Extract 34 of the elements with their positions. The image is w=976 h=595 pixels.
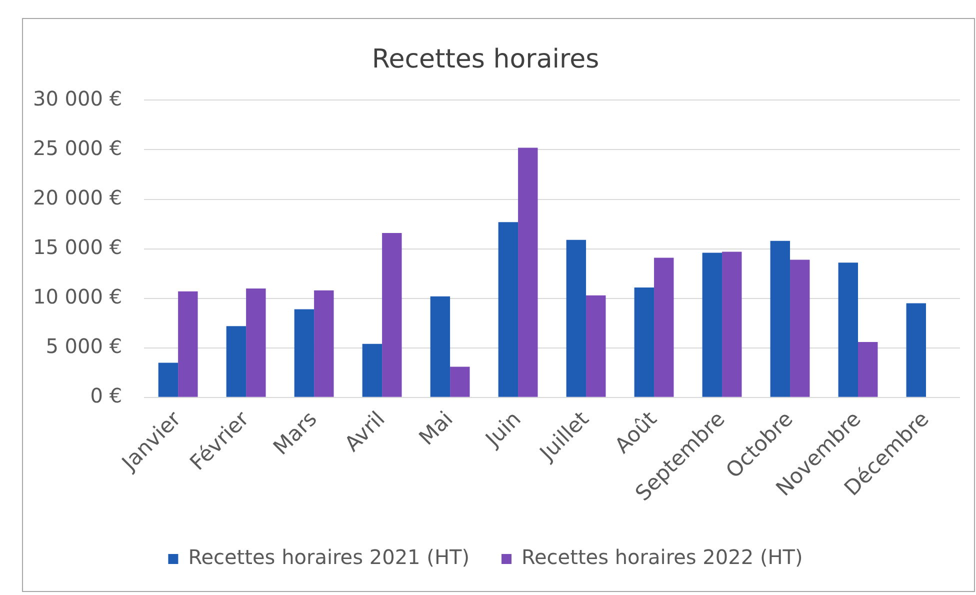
bar	[566, 240, 586, 397]
bar	[430, 296, 450, 397]
bar	[450, 366, 470, 397]
bar	[362, 344, 382, 397]
y-tick-label: 10 000 €	[33, 284, 122, 309]
bar	[226, 326, 246, 397]
bar	[158, 362, 178, 397]
legend-label: Recettes horaires 2021 (HT)	[188, 545, 470, 570]
bar	[858, 342, 878, 397]
bar	[518, 148, 538, 397]
bar	[294, 309, 314, 397]
legend-label: Recettes horaires 2022 (HT)	[522, 545, 803, 570]
y-tick-label: 30 000 €	[33, 86, 122, 110]
bar	[906, 303, 926, 397]
bar	[586, 295, 606, 397]
bar	[634, 287, 654, 397]
bar	[838, 262, 858, 397]
bar	[314, 290, 334, 397]
bar	[654, 258, 674, 397]
bar	[382, 232, 402, 397]
y-tick-label: 0 €	[90, 384, 122, 408]
y-tick-label: 15 000 €	[33, 235, 122, 260]
bar	[178, 291, 198, 397]
bar	[246, 288, 266, 397]
bar	[702, 252, 722, 397]
bar	[790, 260, 810, 397]
y-tick-label: 25 000 €	[33, 136, 122, 160]
y-tick-label: 5 000 €	[46, 334, 122, 358]
y-tick-label: 20 000 €	[33, 185, 122, 210]
bar	[770, 240, 790, 397]
bar	[498, 222, 518, 397]
x-tick-label: Mai	[414, 406, 458, 450]
chart-title: Recettes horaires	[372, 44, 600, 74]
bar	[722, 252, 742, 397]
